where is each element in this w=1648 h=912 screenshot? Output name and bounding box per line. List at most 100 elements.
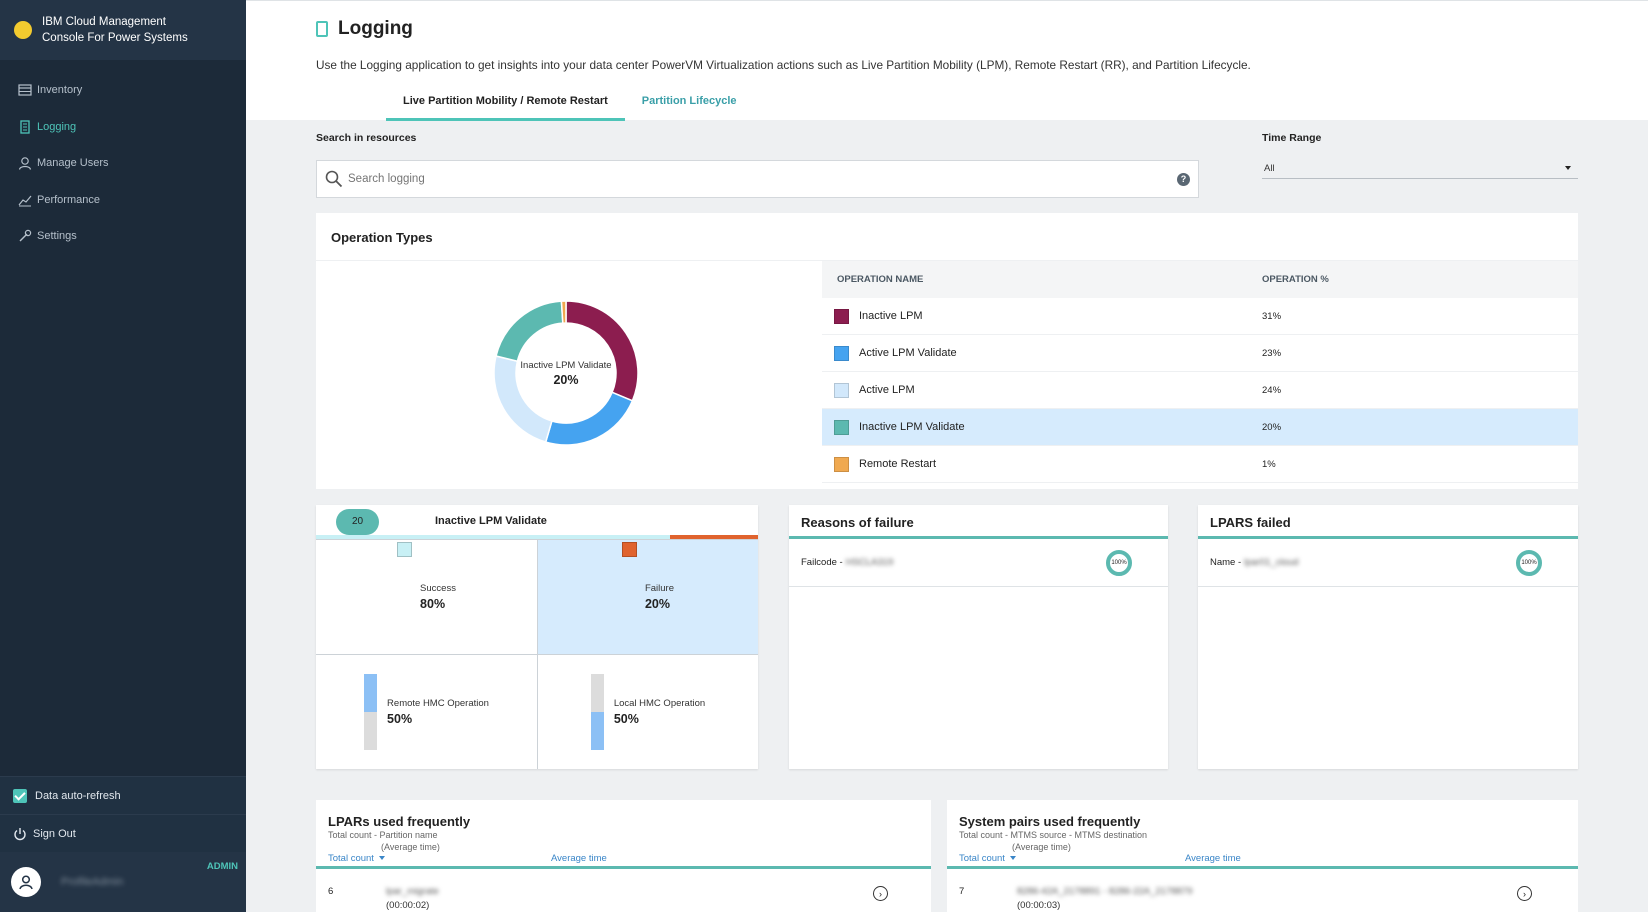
row-name-cell: Inactive LPM [822,308,1262,324]
local-hmc-cell[interactable]: Local HMC Operation 50% [537,654,758,769]
power-icon [14,827,26,840]
system-pairs-title: System pairs used frequently [959,814,1141,829]
legend-swatch [834,382,849,398]
reasons-title: Reasons of failure [801,515,914,530]
sort-total-count[interactable]: Total count [959,853,1016,864]
lpars-failed-panel: LPARS failed Name - lpar01_cloud 100% [1198,505,1578,769]
lpars-frequent-subtitle: Total count - Partition name [328,830,438,840]
sidebar-item-settings[interactable]: Settings [0,218,246,255]
table-row-selected[interactable]: Inactive LPM Validate 20% [822,409,1578,446]
table-row[interactable]: 6 lpar_migrate (00:00:02) › [316,869,931,912]
user-profile[interactable]: ProfileAdmin ADMIN [0,852,246,912]
row-name: Remote Restart [859,458,937,470]
operation-detail-panel: 20 Inactive LPM Validate Success 80% Fai… [316,505,758,769]
sidebar-footer: Data auto-refresh Sign Out ProfileAdmin … [0,776,246,912]
row-name-cell: Active LPM [822,382,1262,398]
help-icon[interactable]: ? [1177,172,1190,186]
tab-lpm-remote-restart[interactable]: Live Partition Mobility / Remote Restart [386,87,625,121]
table-row[interactable]: Inactive LPM 31% [822,298,1578,335]
row-name: Inactive LPM [859,310,923,322]
lpars-frequent-title: LPARs used frequently [328,814,471,829]
arrow-right-circle-icon[interactable]: › [873,886,888,901]
success-cell[interactable]: Success 80% [316,539,537,654]
sort-average-time[interactable]: Average time [551,853,607,864]
user-avatar-icon [19,875,33,890]
search-icon [325,170,343,188]
avatar[interactable] [11,867,41,897]
sidebar-item-manage-users[interactable]: Manage Users [0,145,246,182]
divider [316,260,1578,261]
remote-hmc-text: Remote HMC Operation 50% [387,698,489,726]
chevron-down-icon [1565,166,1571,170]
sidebar-item-performance[interactable]: Performance [0,182,246,219]
detail-title: Inactive LPM Validate [435,515,547,527]
user-name: ProfileAdmin [61,876,124,888]
count-badge: 20 [336,509,379,535]
list-item[interactable]: Failcode - HSCLA319 100% [789,539,1168,587]
local-hmc-label: Local HMC Operation [613,698,706,709]
lpars-frequent-subtitle-2: (Average time) [381,842,440,852]
col-operation-name: OPERATION NAME [837,274,924,285]
operation-types-title: Operation Types [331,230,433,245]
row-count: 7 [959,886,965,897]
arrow-right-circle-icon[interactable]: › [1517,886,1532,901]
reasons-of-failure-panel: Reasons of failure Failcode - HSCLA319 1… [789,505,1168,769]
donut-chart-svg [493,300,639,446]
remote-hmc-bar-rest [364,712,378,750]
brand-logo-icon [14,21,32,39]
time-range-label: Time Range [1262,132,1322,144]
table-row[interactable]: 7 8286-42A_2178891 - 8286-22A_2178879 (0… [947,869,1578,912]
row-pct: 20% [1262,421,1282,433]
failcode-value: HSCLA319 [845,557,894,568]
sort-average-time[interactable]: Average time [1185,853,1241,864]
success-failure-bar [316,535,758,539]
donut-center-name: Inactive LPM Validate [520,359,612,371]
user-icon [18,157,32,170]
lpar-name-label: Name - [1210,557,1242,568]
page-description: Use the Logging application to get insig… [316,58,1251,72]
legend-swatch [834,456,849,472]
table-row[interactable]: Active LPM 24% [822,372,1578,409]
remote-hmc-bar [364,674,378,750]
tab-partition-lifecycle[interactable]: Partition Lifecycle [641,95,737,107]
inventory-icon [18,84,32,96]
auto-refresh-toggle[interactable]: Data auto-refresh [0,776,246,814]
remote-hmc-label: Remote HMC Operation [387,698,489,709]
search-input[interactable] [348,173,1177,185]
remote-hmc-cell[interactable]: Remote HMC Operation 50% [316,654,537,769]
sidebar-item-logging[interactable]: Logging [0,109,246,146]
time-range-select[interactable]: All [1262,158,1578,179]
row-count: 6 [328,886,334,897]
donut-slice-remote-restart[interactable] [560,300,567,324]
donut-center-label: Inactive LPM Validate 20% [491,298,641,448]
sidebar-item-label: Performance [37,193,100,206]
local-hmc-pct: 50% [613,712,639,726]
sort-total-count[interactable]: Total count [328,853,385,864]
legend-swatch [834,419,849,435]
checkbox-checked-icon[interactable] [13,788,27,803]
sign-out-button[interactable]: Sign Out [0,814,246,852]
list-item[interactable]: Name - lpar01_cloud 100% [1198,539,1578,587]
row-name-cell: Remote Restart [822,456,1262,472]
table-row[interactable]: Active LPM Validate 23% [822,335,1578,372]
failure-text: Failure 20% [645,583,674,611]
success-label: Success [420,583,456,594]
row-name: Inactive LPM Validate [859,421,965,433]
row-name-cell: Active LPM Validate [822,345,1262,361]
table-row[interactable]: Remote Restart 1% [822,446,1578,483]
search-box: ? [316,160,1199,198]
donut-chart: Inactive LPM Validate 20% [491,298,641,453]
local-hmc-text: Local HMC Operation 50% [614,698,705,726]
title-row: Logging [316,18,413,40]
system-pairs-subtitle-2: (Average time) [1012,842,1071,852]
sidebar-nav: Inventory Logging Manage Users Performan… [0,60,246,255]
divider [947,866,1578,869]
row-pct: 1% [1262,458,1276,470]
failure-cell[interactable]: Failure 20% [537,539,758,654]
sign-out-label: Sign Out [33,827,76,840]
sidebar-item-inventory[interactable]: Inventory [0,72,246,109]
local-hmc-bar-rest [590,674,604,712]
lpars-frequent-panel: LPARs used frequently Total count - Part… [316,800,931,912]
legend-swatch [834,308,849,324]
remote-hmc-pct: 50% [387,712,413,726]
